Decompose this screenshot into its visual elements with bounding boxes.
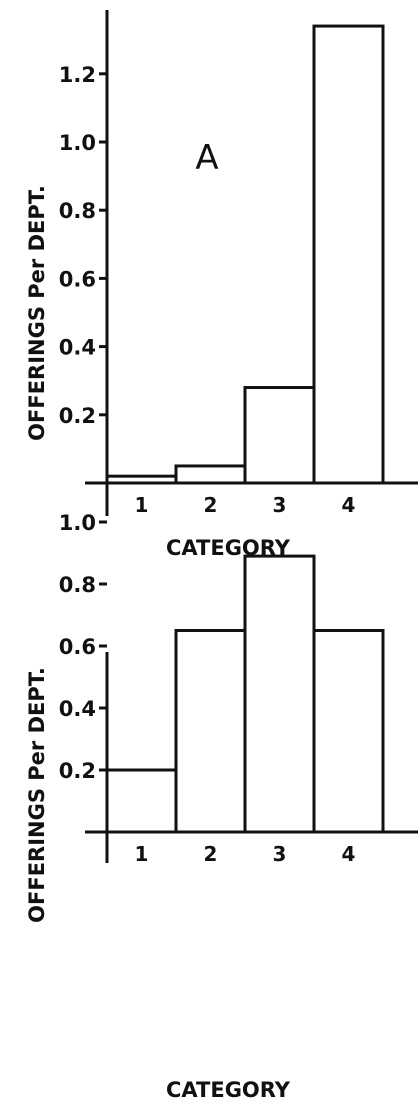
bar-category-2 — [174, 464, 247, 485]
category-label: 3 — [273, 842, 287, 866]
category-labels: 1 2 3 4 — [135, 493, 356, 517]
bars — [105, 554, 385, 834]
bar-category-4 — [312, 629, 385, 834]
y-tick-label: 1.0 — [59, 511, 96, 535]
category-labels: 1 2 3 4 — [135, 842, 356, 866]
y-tick-label: 0.8 — [59, 199, 96, 223]
y-tick-label: 1.2 — [59, 63, 96, 87]
chart-panel-b: OFFERINGS Per DEPT. CATEGORY B 0.20.40.6… — [25, 511, 418, 1102]
chart-panel-a: OFFERINGS Per DEPT. CATEGORY A 0.20.40.6… — [25, 10, 418, 560]
y-tick-label: 0.4 — [59, 336, 96, 360]
bars — [105, 24, 385, 485]
y-tick-label: 1.0 — [59, 131, 96, 155]
x-axis-title: CATEGORY — [166, 1078, 291, 1102]
y-axis-title: OFFERINGS Per DEPT. — [25, 667, 49, 923]
category-label: 2 — [204, 842, 218, 866]
y-tick-label: 0.6 — [59, 635, 96, 659]
category-label: 1 — [135, 842, 149, 866]
category-label: 3 — [273, 493, 287, 517]
y-ticks: 0.2 0.4 0.6 0.8 1.0 1.2 — [59, 63, 107, 428]
bar-category-2 — [174, 629, 247, 834]
category-label: 4 — [342, 842, 356, 866]
bar-category-1 — [105, 474, 178, 485]
bar-category-3 — [243, 554, 316, 834]
y-ticks: 0.2 0.4 0.6 0.8 1.0 — [59, 511, 107, 783]
category-label: 2 — [204, 493, 218, 517]
y-tick-label: 0.2 — [59, 404, 96, 428]
y-tick-label: 0.8 — [59, 573, 96, 597]
y-tick-label: 0.6 — [59, 267, 96, 291]
bar-category-1 — [105, 768, 178, 834]
bar-category-4 — [312, 24, 385, 485]
category-label: 4 — [342, 493, 356, 517]
panel-label: A — [195, 138, 218, 178]
y-axis-title: OFFERINGS Per DEPT. — [25, 185, 49, 441]
category-label: 1 — [135, 493, 149, 517]
y-tick-label: 0.2 — [59, 759, 96, 783]
bar-category-3 — [243, 386, 316, 485]
y-tick-label: 0.4 — [59, 697, 96, 721]
